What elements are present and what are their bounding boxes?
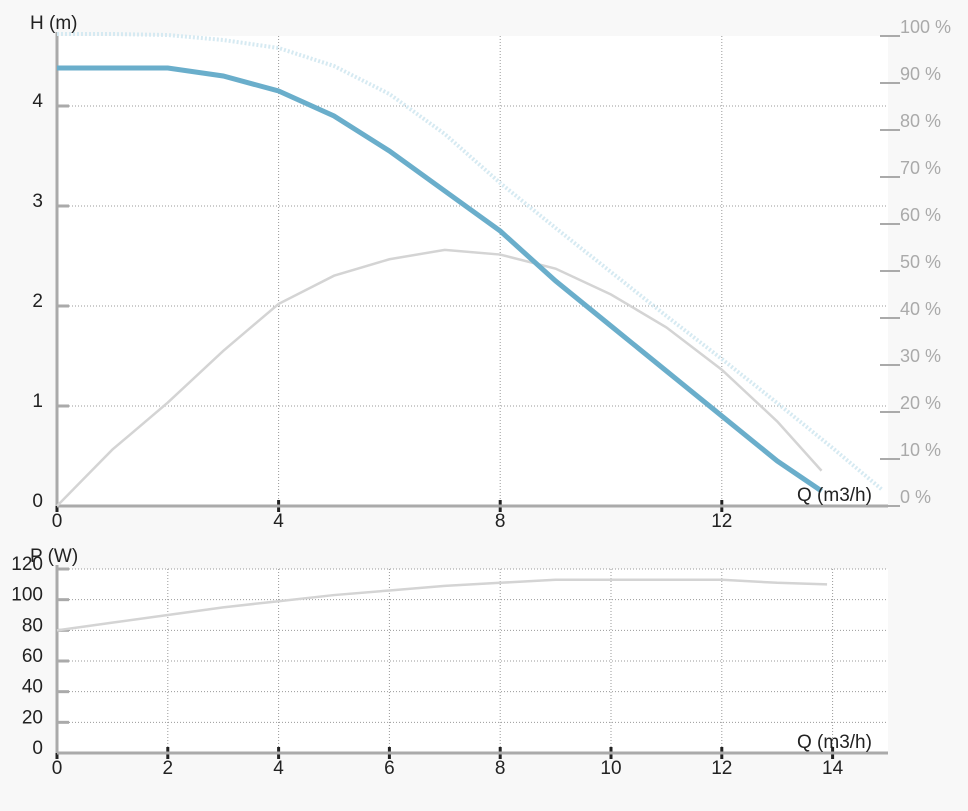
x-tick-label: 0	[52, 758, 63, 779]
y-tick-label: 80	[22, 615, 43, 636]
x-tick-label: 6	[384, 758, 395, 779]
y-tick-label: 4	[32, 91, 43, 112]
y-tick-label: 20	[22, 707, 43, 728]
y-tick-label: 60	[22, 646, 43, 667]
y2-tick-label: 30 %	[900, 346, 941, 366]
y-tick-label: 0	[32, 491, 43, 512]
y2-tick-label: 60 %	[900, 205, 941, 225]
y-tick-label: 2	[32, 291, 43, 312]
series-line	[57, 65, 823, 494]
x-tick-label: 4	[273, 511, 284, 532]
x-tick-label: 4	[273, 758, 284, 779]
y2-tick-label: 50 %	[900, 252, 941, 272]
y-tick-label: 120	[11, 554, 43, 575]
x-tick-label: 12	[711, 758, 732, 779]
y2-tick-label: 20 %	[900, 393, 941, 413]
x-tick-label: 10	[600, 758, 621, 779]
y-tick-label: 0	[32, 738, 43, 759]
x-tick-label: 2	[163, 758, 174, 779]
y-tick-label: 3	[32, 191, 43, 212]
x-tick-label: 0	[52, 511, 63, 532]
y-tick-label: 100	[11, 585, 43, 606]
x-tick-label: 14	[822, 758, 844, 779]
y2-tick-label: 10 %	[900, 440, 941, 460]
series-line	[56, 578, 828, 632]
x-axis-label: Q (m3/h)	[797, 485, 872, 506]
y2-tick-label: 80 %	[900, 111, 941, 131]
series-line	[57, 32, 884, 492]
y2-tick-label: 100 %	[900, 17, 951, 37]
y-axis-label: H (m)	[30, 13, 77, 34]
y2-tick-label: 90 %	[900, 64, 941, 84]
x-axis-label: Q (m3/h)	[797, 732, 872, 753]
plot-area	[57, 569, 888, 753]
x-tick-label: 12	[711, 511, 732, 532]
x-tick-label: 8	[495, 511, 506, 532]
y2-tick-label: 40 %	[900, 299, 941, 319]
plot-area	[57, 36, 888, 506]
y2-tick-label: 70 %	[900, 158, 941, 178]
x-tick-label: 8	[495, 758, 506, 779]
y-tick-label: 1	[32, 391, 43, 412]
y-axis-label: P (W)	[30, 546, 78, 567]
series-line	[56, 248, 823, 507]
y2-tick-label: 0 %	[900, 487, 931, 507]
y-tick-label: 40	[22, 677, 43, 698]
